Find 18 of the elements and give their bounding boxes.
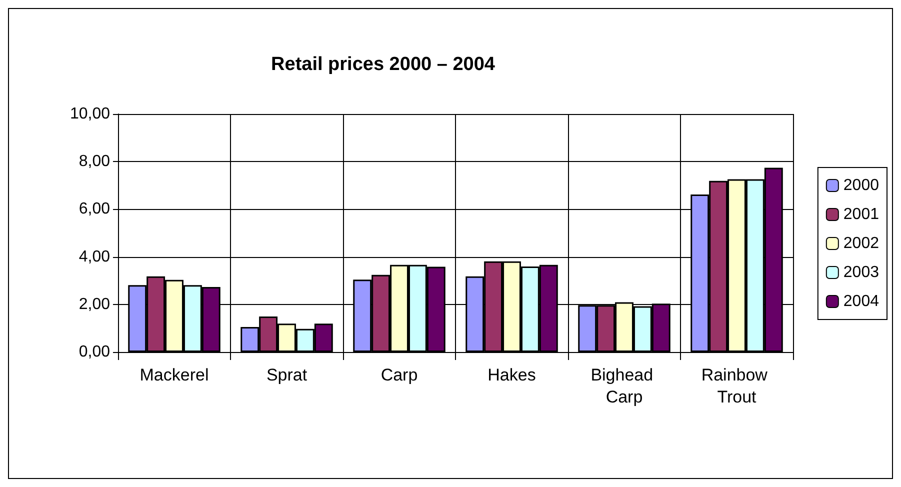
legend-label: 2003 [843, 264, 880, 281]
x-tick-label: Bighead Carp [590, 366, 658, 406]
y-tick-label: 6,00 [78, 200, 110, 218]
y-tick-label: 2,00 [78, 296, 110, 313]
legend-label: 2001 [843, 206, 880, 223]
x-tick-label: Hakes [488, 366, 536, 384]
legend-label: 2002 [843, 235, 880, 252]
y-tick-label: 0,00 [78, 344, 110, 360]
y-tick-label: 4,00 [78, 248, 110, 266]
x-tick-label: Sprat [266, 366, 308, 384]
y-tick-label: 8,00 [78, 153, 110, 170]
chart-title: Retail prices 2000 – 2004 [271, 54, 496, 75]
x-tick-label: Carp [380, 366, 418, 384]
legend-label: 2004 [843, 293, 880, 310]
x-tick-label: Rainbow Trout [701, 366, 772, 406]
y-tick-label: 10,00 [70, 106, 110, 122]
x-tick-label: Mackerel [140, 366, 209, 384]
legend-label: 2000 [843, 177, 880, 194]
